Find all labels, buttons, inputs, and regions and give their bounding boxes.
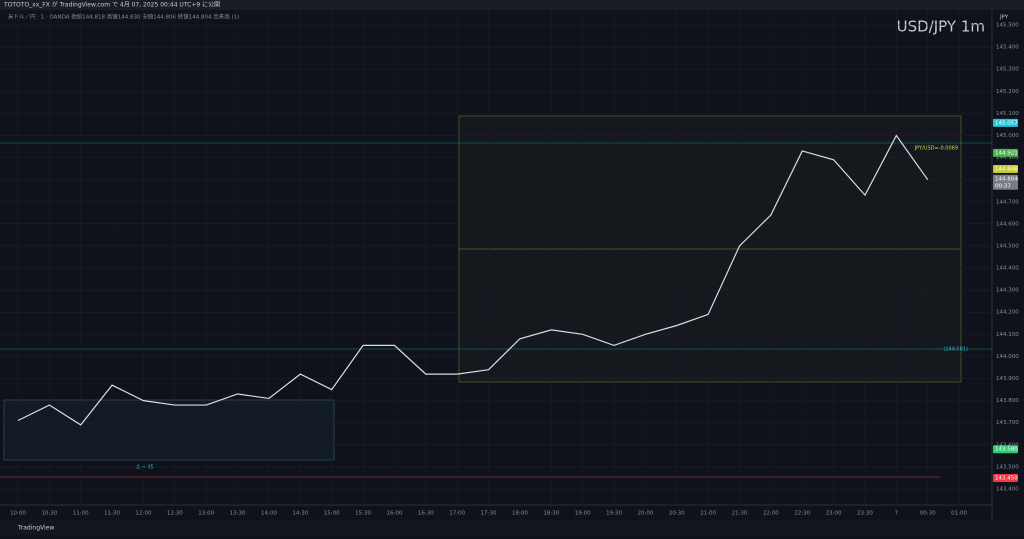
x-tick-label: 16:30 — [418, 511, 434, 517]
price-badge-label: 144.848 — [995, 167, 1018, 173]
y-tick-label: 145.300 — [996, 67, 1019, 73]
annotation: JPY/USD=-0.0069 — [914, 146, 958, 152]
x-tick-label: 23:30 — [857, 511, 873, 517]
price-line — [17, 134, 929, 426]
x-tick-label: 21:00 — [700, 511, 716, 517]
ohlc-legend: 米ドル／円 · 1 · OANDA 始値144.818 高値144.830 安値… — [8, 13, 239, 21]
x-tick-label: 13:30 — [230, 511, 246, 517]
y-tick-label: 144.400 — [996, 266, 1019, 272]
x-tick-label: 16:00 — [387, 511, 403, 517]
price-badge-label: 143.580 — [995, 447, 1018, 453]
x-tick-label: 20:30 — [669, 511, 685, 517]
x-tick-label: 23:00 — [826, 511, 842, 517]
price-badge-label: 144.921 — [995, 150, 1018, 156]
x-tick-label: 7 — [895, 511, 899, 517]
x-tick-label: 11:30 — [104, 511, 120, 517]
y-tick-label: 145.400 — [996, 45, 1019, 51]
symbol-title: USD/JPY 1m — [897, 18, 985, 36]
x-tick-label: 12:30 — [167, 511, 183, 517]
y-tick-label: 145.000 — [996, 133, 1019, 139]
price-badge-label: 144.804 — [995, 176, 1018, 182]
x-tick-label: 14:30 — [292, 511, 308, 517]
price-badge — [993, 148, 1018, 157]
y-tick-label: 144.500 — [996, 243, 1019, 249]
x-tick-label: 10:00 — [10, 511, 26, 517]
x-tick-label: 19:00 — [575, 511, 591, 517]
y-tick-label: 144.900 — [996, 155, 1019, 161]
y-tick-label: 144.700 — [996, 199, 1019, 205]
y-tick-label: 143.500 — [996, 464, 1019, 470]
y-tick-label: 143.700 — [996, 420, 1019, 426]
published-text: TOTOTO_xx_FX が TradingView.com で 4月 07, … — [3, 1, 220, 9]
x-tick-label: 19:30 — [606, 511, 622, 517]
x-tick-label: 20:00 — [637, 511, 653, 517]
x-tick-label: 22:30 — [794, 511, 810, 517]
x-tick-label: 12:00 — [136, 511, 152, 517]
y-tick-label: 144.000 — [996, 354, 1019, 360]
y-tick-label: 143.400 — [996, 487, 1019, 493]
footer-logo: TradingView — [17, 525, 54, 532]
currency: JPY — [999, 15, 1009, 21]
top-bar — [0, 0, 1024, 10]
x-tick-label: 22:00 — [763, 511, 779, 517]
x-tick-label: 11:00 — [73, 511, 89, 517]
y-tick-label: 144.200 — [996, 310, 1019, 316]
countdown: 00:37 — [995, 183, 1011, 189]
price-badge — [993, 445, 1018, 454]
footer-bar — [0, 520, 1024, 535]
x-tick-label: 15:30 — [355, 511, 371, 517]
y-tick-label: 145.200 — [996, 89, 1019, 95]
x-tick-label: 18:00 — [512, 511, 528, 517]
y-tick-label: 144.600 — [996, 221, 1019, 227]
x-tick-label: 17:00 — [449, 511, 465, 517]
price-badge — [993, 165, 1018, 174]
x-tick-label: 01:00 — [951, 511, 967, 517]
x-tick-label: 10:30 — [41, 511, 57, 517]
range-box — [3, 399, 335, 461]
x-tick-label: 13:00 — [198, 511, 214, 517]
x-tick-label: 00:30 — [920, 511, 936, 517]
annotation: Δ = 45 — [136, 465, 153, 471]
price-badge — [993, 174, 1018, 190]
y-tick-label: 144.300 — [996, 288, 1019, 294]
price-badge — [993, 473, 1018, 482]
price-badge-label: 143.450 — [995, 475, 1018, 481]
x-tick-label: 15:00 — [324, 511, 340, 517]
y-tick-label: 145.100 — [996, 111, 1019, 117]
y-tick-label: 143.800 — [996, 398, 1019, 404]
y-tick-label: 143.900 — [996, 376, 1019, 382]
x-tick-label: 14:00 — [261, 511, 277, 517]
x-tick-label: 21:30 — [732, 511, 748, 517]
price-badge-label: 145.057 — [995, 120, 1018, 126]
price-badge — [993, 118, 1018, 127]
x-tick-label: 18:30 — [543, 511, 559, 517]
y-tick-label: 145.500 — [996, 23, 1019, 29]
x-tick-label: 17:30 — [481, 511, 497, 517]
annotation: (144.001) — [943, 347, 968, 353]
y-tick-label: 144.100 — [996, 332, 1019, 338]
